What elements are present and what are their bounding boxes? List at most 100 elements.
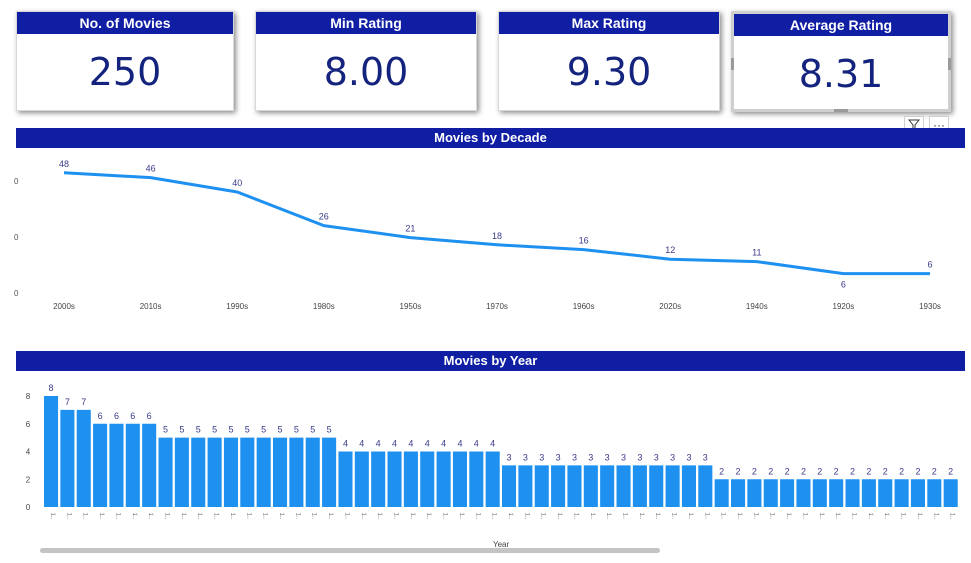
bar[interactable] xyxy=(452,451,467,508)
data-label: 8 xyxy=(49,383,54,393)
horizontal-scrollbar[interactable] xyxy=(40,548,660,553)
y-tick-label: 2 xyxy=(26,475,31,484)
bar[interactable] xyxy=(796,479,811,507)
kpi-card-min-rating[interactable]: Min Rating 8.00 xyxy=(255,11,477,111)
bar[interactable] xyxy=(60,409,75,507)
bar[interactable] xyxy=(158,437,173,507)
bar[interactable] xyxy=(371,451,386,508)
kpi-card-max-rating[interactable]: Max Rating 9.30 xyxy=(498,11,720,111)
bar[interactable] xyxy=(436,451,451,508)
bar[interactable] xyxy=(616,465,631,507)
bar[interactable] xyxy=(44,396,59,507)
bar[interactable] xyxy=(191,437,206,507)
x-tick-label: 1.. xyxy=(671,513,677,520)
x-tick-label: 1.. xyxy=(294,513,300,520)
bar[interactable] xyxy=(502,465,517,507)
data-label: 12 xyxy=(665,245,675,255)
bar[interactable] xyxy=(256,437,271,507)
bar[interactable] xyxy=(649,465,664,507)
bar[interactable] xyxy=(894,479,909,507)
bar[interactable] xyxy=(567,465,582,507)
bar[interactable] xyxy=(207,437,222,507)
y-tick-label: 6 xyxy=(26,420,31,429)
bar[interactable] xyxy=(665,465,680,507)
data-label: 21 xyxy=(405,224,415,234)
data-label: 48 xyxy=(59,159,69,169)
bar[interactable] xyxy=(534,465,549,507)
bar[interactable] xyxy=(632,465,647,507)
x-tick-label: 1.. xyxy=(638,513,644,520)
bar[interactable] xyxy=(142,423,157,507)
data-label: 5 xyxy=(245,425,250,435)
bar[interactable] xyxy=(878,479,893,507)
bar[interactable] xyxy=(763,479,778,507)
data-label: 5 xyxy=(278,425,283,435)
bar[interactable] xyxy=(731,479,746,507)
x-tick-label: 1.. xyxy=(376,513,382,520)
year-bar-chart[interactable]: 0 2 4 6 8 8 1.. 7 1.. 7 1.. 6 1.. 6 1.. 6 1.. 6 1.. 5 1.. 5 1.… xyxy=(0,372,971,538)
data-label: 2 xyxy=(850,466,855,476)
y-tick-label: 8 xyxy=(26,392,31,401)
x-tick-label: 1.. xyxy=(409,513,415,520)
data-label: 4 xyxy=(441,439,446,449)
bar[interactable] xyxy=(943,479,958,507)
bar[interactable] xyxy=(403,451,418,508)
bar[interactable] xyxy=(681,465,696,507)
bar[interactable] xyxy=(420,451,435,508)
bar[interactable] xyxy=(551,465,566,507)
bar[interactable] xyxy=(338,451,353,508)
bar[interactable] xyxy=(223,437,238,507)
bar[interactable] xyxy=(747,479,762,507)
kpi-card-average-rating[interactable]: Average Rating 8.31 xyxy=(731,11,951,112)
x-tick-label: 1.. xyxy=(343,513,349,520)
bar[interactable] xyxy=(305,437,320,507)
x-tick-label: 1.. xyxy=(360,513,366,520)
bar[interactable] xyxy=(240,437,255,507)
bar[interactable] xyxy=(829,479,844,507)
bar[interactable] xyxy=(927,479,942,507)
kpi-label: Average Rating xyxy=(734,14,948,36)
x-tick-label: 1.. xyxy=(147,513,153,520)
kpi-value: 9.30 xyxy=(566,50,652,94)
bar[interactable] xyxy=(93,423,108,507)
x-tick-label: 1.. xyxy=(65,513,71,520)
bar[interactable] xyxy=(273,437,288,507)
data-label: 3 xyxy=(637,452,642,462)
bar[interactable] xyxy=(322,437,337,507)
bar[interactable] xyxy=(583,465,598,507)
bar[interactable] xyxy=(469,451,484,508)
resize-handle[interactable] xyxy=(948,58,951,70)
x-tick-label: 1.. xyxy=(932,513,938,520)
data-label: 2 xyxy=(752,466,757,476)
x-tick-label: 1.. xyxy=(245,513,251,520)
bar[interactable] xyxy=(387,451,402,508)
bar[interactable] xyxy=(861,479,876,507)
data-label: 4 xyxy=(392,439,397,449)
bar[interactable] xyxy=(485,451,500,508)
bar[interactable] xyxy=(289,437,304,507)
x-tick-label: 1.. xyxy=(311,513,317,520)
bar[interactable] xyxy=(354,451,369,508)
bar[interactable] xyxy=(600,465,615,507)
bar[interactable] xyxy=(845,479,860,507)
bar[interactable] xyxy=(76,409,91,507)
resize-handle[interactable] xyxy=(731,58,734,70)
data-label: 3 xyxy=(686,452,691,462)
resize-handle[interactable] xyxy=(834,109,848,112)
bar[interactable] xyxy=(698,465,713,507)
bar[interactable] xyxy=(714,479,729,507)
bar[interactable] xyxy=(518,465,533,507)
bar[interactable] xyxy=(812,479,827,507)
data-label: 3 xyxy=(588,452,593,462)
bar[interactable] xyxy=(910,479,925,507)
decade-line-chart[interactable]: 0 0 0 48 2000s 46 2010s 40 1990s 26 1980s 21 1950s 18… xyxy=(0,148,971,320)
bar[interactable] xyxy=(174,437,189,507)
bar[interactable] xyxy=(125,423,140,507)
kpi-card-movies[interactable]: No. of Movies 250 xyxy=(16,11,234,111)
series-line[interactable] xyxy=(63,171,930,276)
x-tick-label: 1.. xyxy=(393,513,399,520)
bar[interactable] xyxy=(109,423,124,507)
x-tick-label: 1.. xyxy=(278,513,284,520)
bar[interactable] xyxy=(780,479,795,507)
kpi-value: 8.31 xyxy=(798,52,884,96)
